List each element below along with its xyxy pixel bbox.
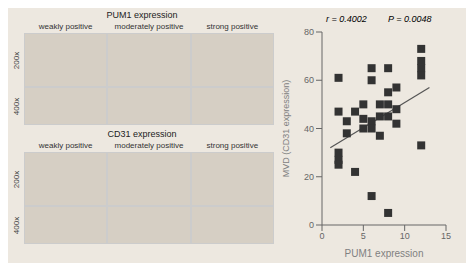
html-text:strong positive: strong positive	[206, 141, 259, 150]
html-text:200x: 200x	[12, 170, 22, 188]
svg-text:0: 0	[319, 231, 324, 241]
svg-text:5: 5	[361, 231, 366, 241]
html-text:r = 0.4002: r = 0.4002	[326, 14, 367, 24]
svg-text:0: 0	[309, 220, 314, 230]
html-text:PUM1 expression: PUM1 expression	[106, 10, 178, 20]
svg-text:20: 20	[304, 172, 314, 182]
html-text:400x: 400x	[12, 216, 22, 234]
html-text:weakly positive: weakly positive	[38, 22, 93, 31]
html-text:moderately positive: moderately positive	[114, 141, 184, 150]
html-text:strong positive: strong positive	[206, 22, 259, 31]
html-text:weakly positive: weakly positive	[38, 141, 93, 150]
html-text:P = 0.0048: P = 0.0048	[388, 14, 432, 24]
svg-text:15: 15	[441, 231, 451, 241]
html-text:200x: 200x	[12, 51, 22, 69]
svg-text:60: 60	[304, 75, 314, 85]
svg-text:40: 40	[304, 124, 314, 134]
html-text:400x: 400x	[12, 97, 22, 115]
html-text:CD31 expression: CD31 expression	[107, 129, 177, 139]
html-text:moderately positive: moderately positive	[114, 22, 184, 31]
svg-text:PUM1 expression: PUM1 expression	[345, 248, 424, 259]
svg-text:10: 10	[400, 231, 410, 241]
svg-text:80: 80	[304, 27, 314, 37]
svg-text:MVD (CD31 expression): MVD (CD31 expression)	[281, 80, 291, 178]
